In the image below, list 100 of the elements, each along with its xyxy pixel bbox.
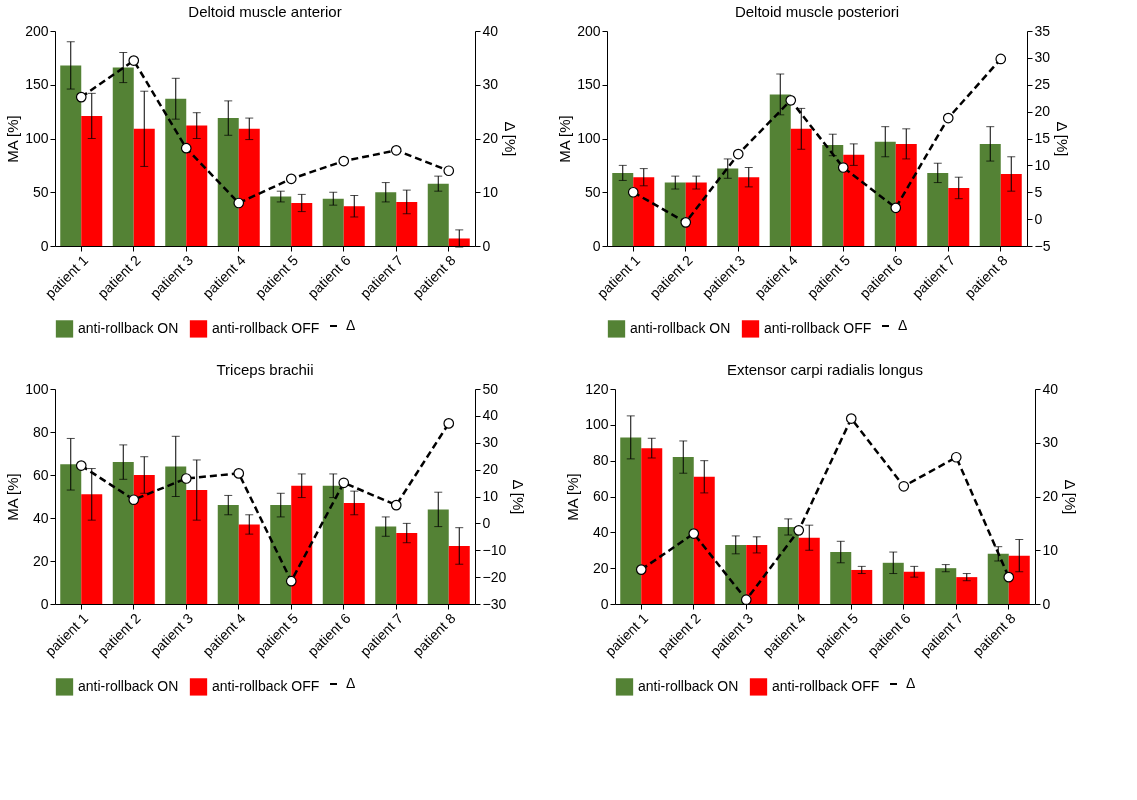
y2-tick-label: 40 (482, 407, 499, 424)
legend-label: Δ (346, 675, 356, 691)
point (942, 112, 954, 124)
bar (843, 154, 865, 246)
y2-tick-label: 10 (1034, 156, 1051, 173)
chart-title: Deltoid muscle anterior (188, 3, 342, 20)
bar (935, 568, 957, 604)
y2-tick-label: 30 (482, 76, 499, 93)
point (680, 217, 692, 228)
bar (133, 475, 155, 604)
bar (270, 505, 292, 604)
y2-tick-label: 30 (482, 434, 499, 451)
bar (375, 192, 397, 246)
point (837, 162, 849, 173)
y-tick-label: 150 (25, 76, 49, 93)
y-tick-label: 0 (592, 237, 601, 254)
y2-tick-label: 20 (482, 461, 499, 478)
bar (769, 94, 791, 246)
y2-axis-title: Δ [%] (1062, 479, 1080, 515)
bar (851, 569, 873, 604)
y-tick-label: 60 (32, 466, 49, 483)
y-tick-label: 20 (32, 552, 49, 569)
y-tick-label: 40 (592, 523, 609, 540)
bar (165, 98, 187, 246)
y2-tick-label: 0 (1042, 595, 1051, 612)
bar (343, 502, 365, 604)
bar (798, 537, 820, 604)
y2-tick-label: 10 (482, 488, 499, 504)
legend-label: Δ (898, 317, 908, 333)
chart-title: Triceps brachii (216, 361, 314, 378)
y2-tick-label: −5 (1034, 237, 1051, 254)
legend-label: Δ (906, 675, 916, 691)
bar (664, 182, 686, 246)
point (950, 451, 962, 463)
y-tick-label: 0 (600, 595, 609, 612)
y2-tick-label: 35 (1034, 22, 1051, 39)
y-tick-label: 200 (25, 22, 49, 39)
bar (895, 143, 917, 246)
y2-tick-label: 20 (1042, 488, 1059, 504)
y2-tick-label: 40 (1042, 380, 1059, 397)
y2-tick-label: 20 (482, 130, 499, 146)
bar (903, 571, 925, 604)
point (285, 173, 297, 185)
bar (672, 457, 694, 604)
legend-label: anti-rollback OFF (212, 677, 320, 694)
y-tick-label: 120 (585, 380, 609, 397)
point (75, 91, 87, 103)
legend-label: anti-rollback ON (78, 319, 179, 336)
y2-tick-label: 50 (482, 380, 499, 397)
legend-label: anti-rollback ON (630, 319, 731, 336)
point (338, 477, 350, 489)
chart-title: Extensor carpi radialis longus (727, 361, 923, 378)
y2-axis-title: Δ [%] (1054, 121, 1072, 157)
point (338, 155, 350, 167)
y-axis-title: MA [%] (564, 473, 582, 521)
bar (956, 577, 978, 604)
bar (738, 177, 760, 246)
bar (882, 562, 904, 604)
point (128, 55, 140, 66)
point (732, 148, 744, 160)
point (180, 473, 192, 484)
point (1003, 571, 1015, 583)
point (180, 142, 192, 154)
y2-tick-label: 5 (1034, 183, 1043, 200)
y2-tick-label: 10 (1042, 541, 1059, 558)
bar (133, 128, 155, 246)
legend-label: Δ (346, 317, 356, 333)
bar (448, 238, 470, 246)
y2-tick-label: 10 (482, 183, 499, 200)
bar (81, 115, 103, 246)
legend-label: anti-rollback ON (638, 677, 739, 694)
bar (427, 509, 449, 604)
bar (322, 198, 344, 246)
point (390, 144, 402, 156)
y-tick-label: 0 (40, 595, 49, 612)
y2-tick-label: 30 (1034, 49, 1051, 66)
bar (1000, 173, 1022, 246)
y2-tick-label: 0 (482, 514, 491, 531)
bar (822, 144, 844, 246)
bar (633, 177, 655, 246)
point (845, 413, 857, 424)
point (233, 468, 245, 479)
y-axis-title: MA [%] (4, 473, 22, 521)
bar (1008, 555, 1030, 604)
bar (641, 448, 663, 604)
point (785, 95, 797, 106)
y-tick-label: 80 (592, 452, 609, 469)
point (995, 53, 1007, 65)
bar (612, 172, 634, 246)
point (443, 418, 455, 429)
bar (60, 464, 82, 604)
bar (112, 67, 134, 246)
bar (375, 526, 397, 604)
y-tick-label: 0 (40, 237, 49, 254)
bar (693, 476, 715, 604)
point (285, 575, 297, 587)
bar (620, 437, 642, 604)
y-axis-title: MA [%] (556, 115, 574, 163)
point (443, 165, 455, 177)
bar (291, 485, 313, 604)
